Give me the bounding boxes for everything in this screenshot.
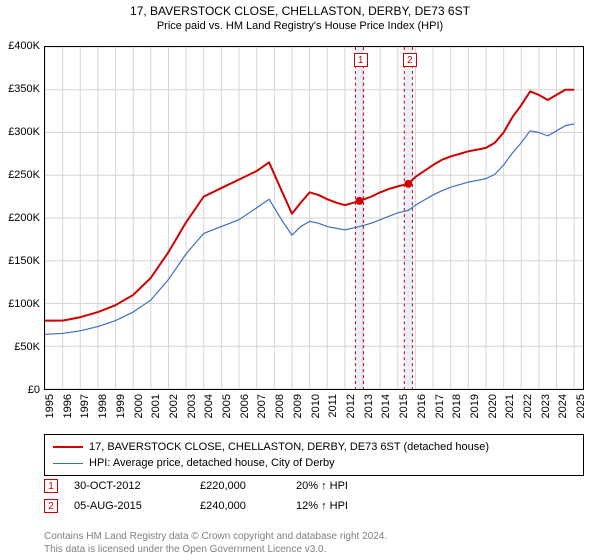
plot-svg — [45, 47, 583, 389]
legend-swatch — [53, 463, 83, 464]
sale-date: 30-OCT-2012 — [74, 480, 184, 492]
title-line1: 17, BAVERSTOCK CLOSE, CHELLASTON, DERBY,… — [0, 4, 600, 18]
x-tick-label: 2004 — [203, 394, 215, 418]
x-tick-label: 2020 — [487, 394, 499, 418]
y-axis: £0£50K£100K£150K£200K£250K£300K£350K£400… — [0, 46, 44, 390]
x-tick-label: 1998 — [97, 394, 109, 418]
band-marker: 1 — [354, 53, 368, 67]
y-tick-label: £0 — [28, 384, 40, 396]
title-line2: Price paid vs. HM Land Registry's House … — [0, 20, 600, 32]
chart-frame: 17, BAVERSTOCK CLOSE, CHELLASTON, DERBY,… — [0, 0, 600, 560]
x-tick-label: 2007 — [256, 394, 268, 418]
sale-price: £240,000 — [200, 500, 280, 512]
x-tick-label: 2021 — [504, 394, 516, 418]
sale-diff: 12% ↑ HPI — [296, 500, 348, 512]
titles: 17, BAVERSTOCK CLOSE, CHELLASTON, DERBY,… — [0, 0, 600, 32]
sale-row: 1 30-OCT-2012 £220,000 20% ↑ HPI — [44, 476, 584, 496]
plot-area: 12 — [44, 46, 584, 390]
legend-row: HPI: Average price, detached house, City… — [53, 455, 575, 471]
sales-table: 1 30-OCT-2012 £220,000 20% ↑ HPI 2 05-AUG-201… — [44, 476, 584, 516]
sale-row: 2 05-AUG-2015 £240,000 12% ↑ HPI — [44, 496, 584, 516]
x-tick-label: 2005 — [221, 394, 233, 418]
y-tick-label: £300K — [8, 126, 40, 138]
x-tick-label: 2024 — [557, 394, 569, 418]
legend-label: HPI: Average price, detached house, City… — [89, 455, 335, 471]
x-tick-label: 2011 — [327, 394, 339, 418]
footer: Contains HM Land Registry data © Crown c… — [44, 530, 387, 556]
x-tick-label: 2025 — [575, 394, 587, 418]
x-tick-label: 2014 — [380, 394, 392, 418]
x-tick-label: 2013 — [363, 394, 375, 418]
x-axis: 1995 1996 1997 1998 1999 2000 2001 2002 2003 2004… — [44, 392, 584, 434]
y-tick-label: £250K — [8, 169, 40, 181]
x-tick-label: 1996 — [62, 394, 74, 418]
legend-swatch — [53, 446, 83, 448]
legend: 17, BAVERSTOCK CLOSE, CHELLASTON, DERBY,… — [44, 434, 584, 476]
footer-line1: Contains HM Land Registry data © Crown c… — [44, 530, 387, 543]
y-tick-label: £100K — [8, 298, 40, 310]
y-tick-label: £50K — [14, 341, 40, 353]
x-tick-label: 2009 — [292, 394, 304, 418]
x-tick-label: 2017 — [434, 394, 446, 418]
band-marker: 2 — [403, 53, 417, 67]
x-tick-label: 2016 — [416, 394, 428, 418]
x-tick-label: 2023 — [540, 394, 552, 418]
x-tick-label: 1997 — [79, 394, 91, 418]
x-tick-label: 2012 — [345, 394, 357, 418]
x-tick-label: 2008 — [274, 394, 286, 418]
x-tick-label: 2019 — [469, 394, 481, 418]
x-tick-label: 2006 — [239, 394, 251, 418]
x-tick-label: 2018 — [451, 394, 463, 418]
sale-date: 05-AUG-2015 — [74, 500, 184, 512]
legend-label: 17, BAVERSTOCK CLOSE, CHELLASTON, DERBY,… — [89, 439, 489, 455]
y-tick-label: £150K — [8, 255, 40, 267]
footer-line2: This data is licensed under the Open Gov… — [44, 543, 387, 556]
x-tick-label: 2022 — [522, 394, 534, 418]
sale-marker: 1 — [44, 479, 58, 493]
sale-marker: 2 — [44, 499, 58, 513]
y-tick-label: £400K — [8, 40, 40, 52]
sale-diff: 20% ↑ HPI — [296, 480, 348, 492]
x-tick-label: 1999 — [115, 394, 127, 418]
x-tick-label: 2002 — [168, 394, 180, 418]
sale-price: £220,000 — [200, 480, 280, 492]
x-tick-label: 2010 — [310, 394, 322, 418]
x-tick-label: 2015 — [398, 394, 410, 418]
y-tick-label: £350K — [8, 83, 40, 95]
x-tick-label: 2003 — [186, 394, 198, 418]
y-tick-label: £200K — [8, 212, 40, 224]
x-tick-label: 2001 — [150, 394, 162, 418]
x-tick-label: 2000 — [133, 394, 145, 418]
legend-row: 17, BAVERSTOCK CLOSE, CHELLASTON, DERBY,… — [53, 439, 575, 455]
x-tick-label: 1995 — [44, 394, 56, 418]
